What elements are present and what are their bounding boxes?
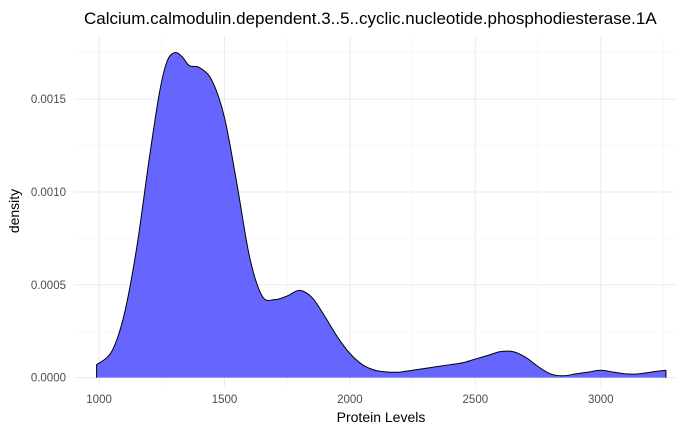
x-axis-title: Protein Levels <box>337 409 426 425</box>
x-tick-label: 2500 <box>463 394 489 406</box>
y-tick-label: 0.0000 <box>31 373 66 385</box>
x-tick-label: 1500 <box>212 394 238 406</box>
x-tick-label: 3000 <box>588 394 614 406</box>
x-tick-label: 1000 <box>86 394 112 406</box>
density-area-fill <box>96 52 666 378</box>
y-tick-label: 0.0010 <box>31 187 66 199</box>
y-tick-label: 0.0015 <box>31 94 66 106</box>
y-axis-title: density <box>6 189 22 233</box>
tick-labels: 1000 1500 2000 2500 3000 0.0000 0.0005 0.0010 0.… <box>31 94 614 406</box>
density-curve-line <box>96 52 667 377</box>
y-tick-label: 0.0005 <box>31 280 66 292</box>
chart-title: Calcium.calmodulin.dependent.3..5..cycli… <box>84 9 657 28</box>
x-tick-label: 2000 <box>337 394 363 406</box>
density-series <box>96 52 667 378</box>
